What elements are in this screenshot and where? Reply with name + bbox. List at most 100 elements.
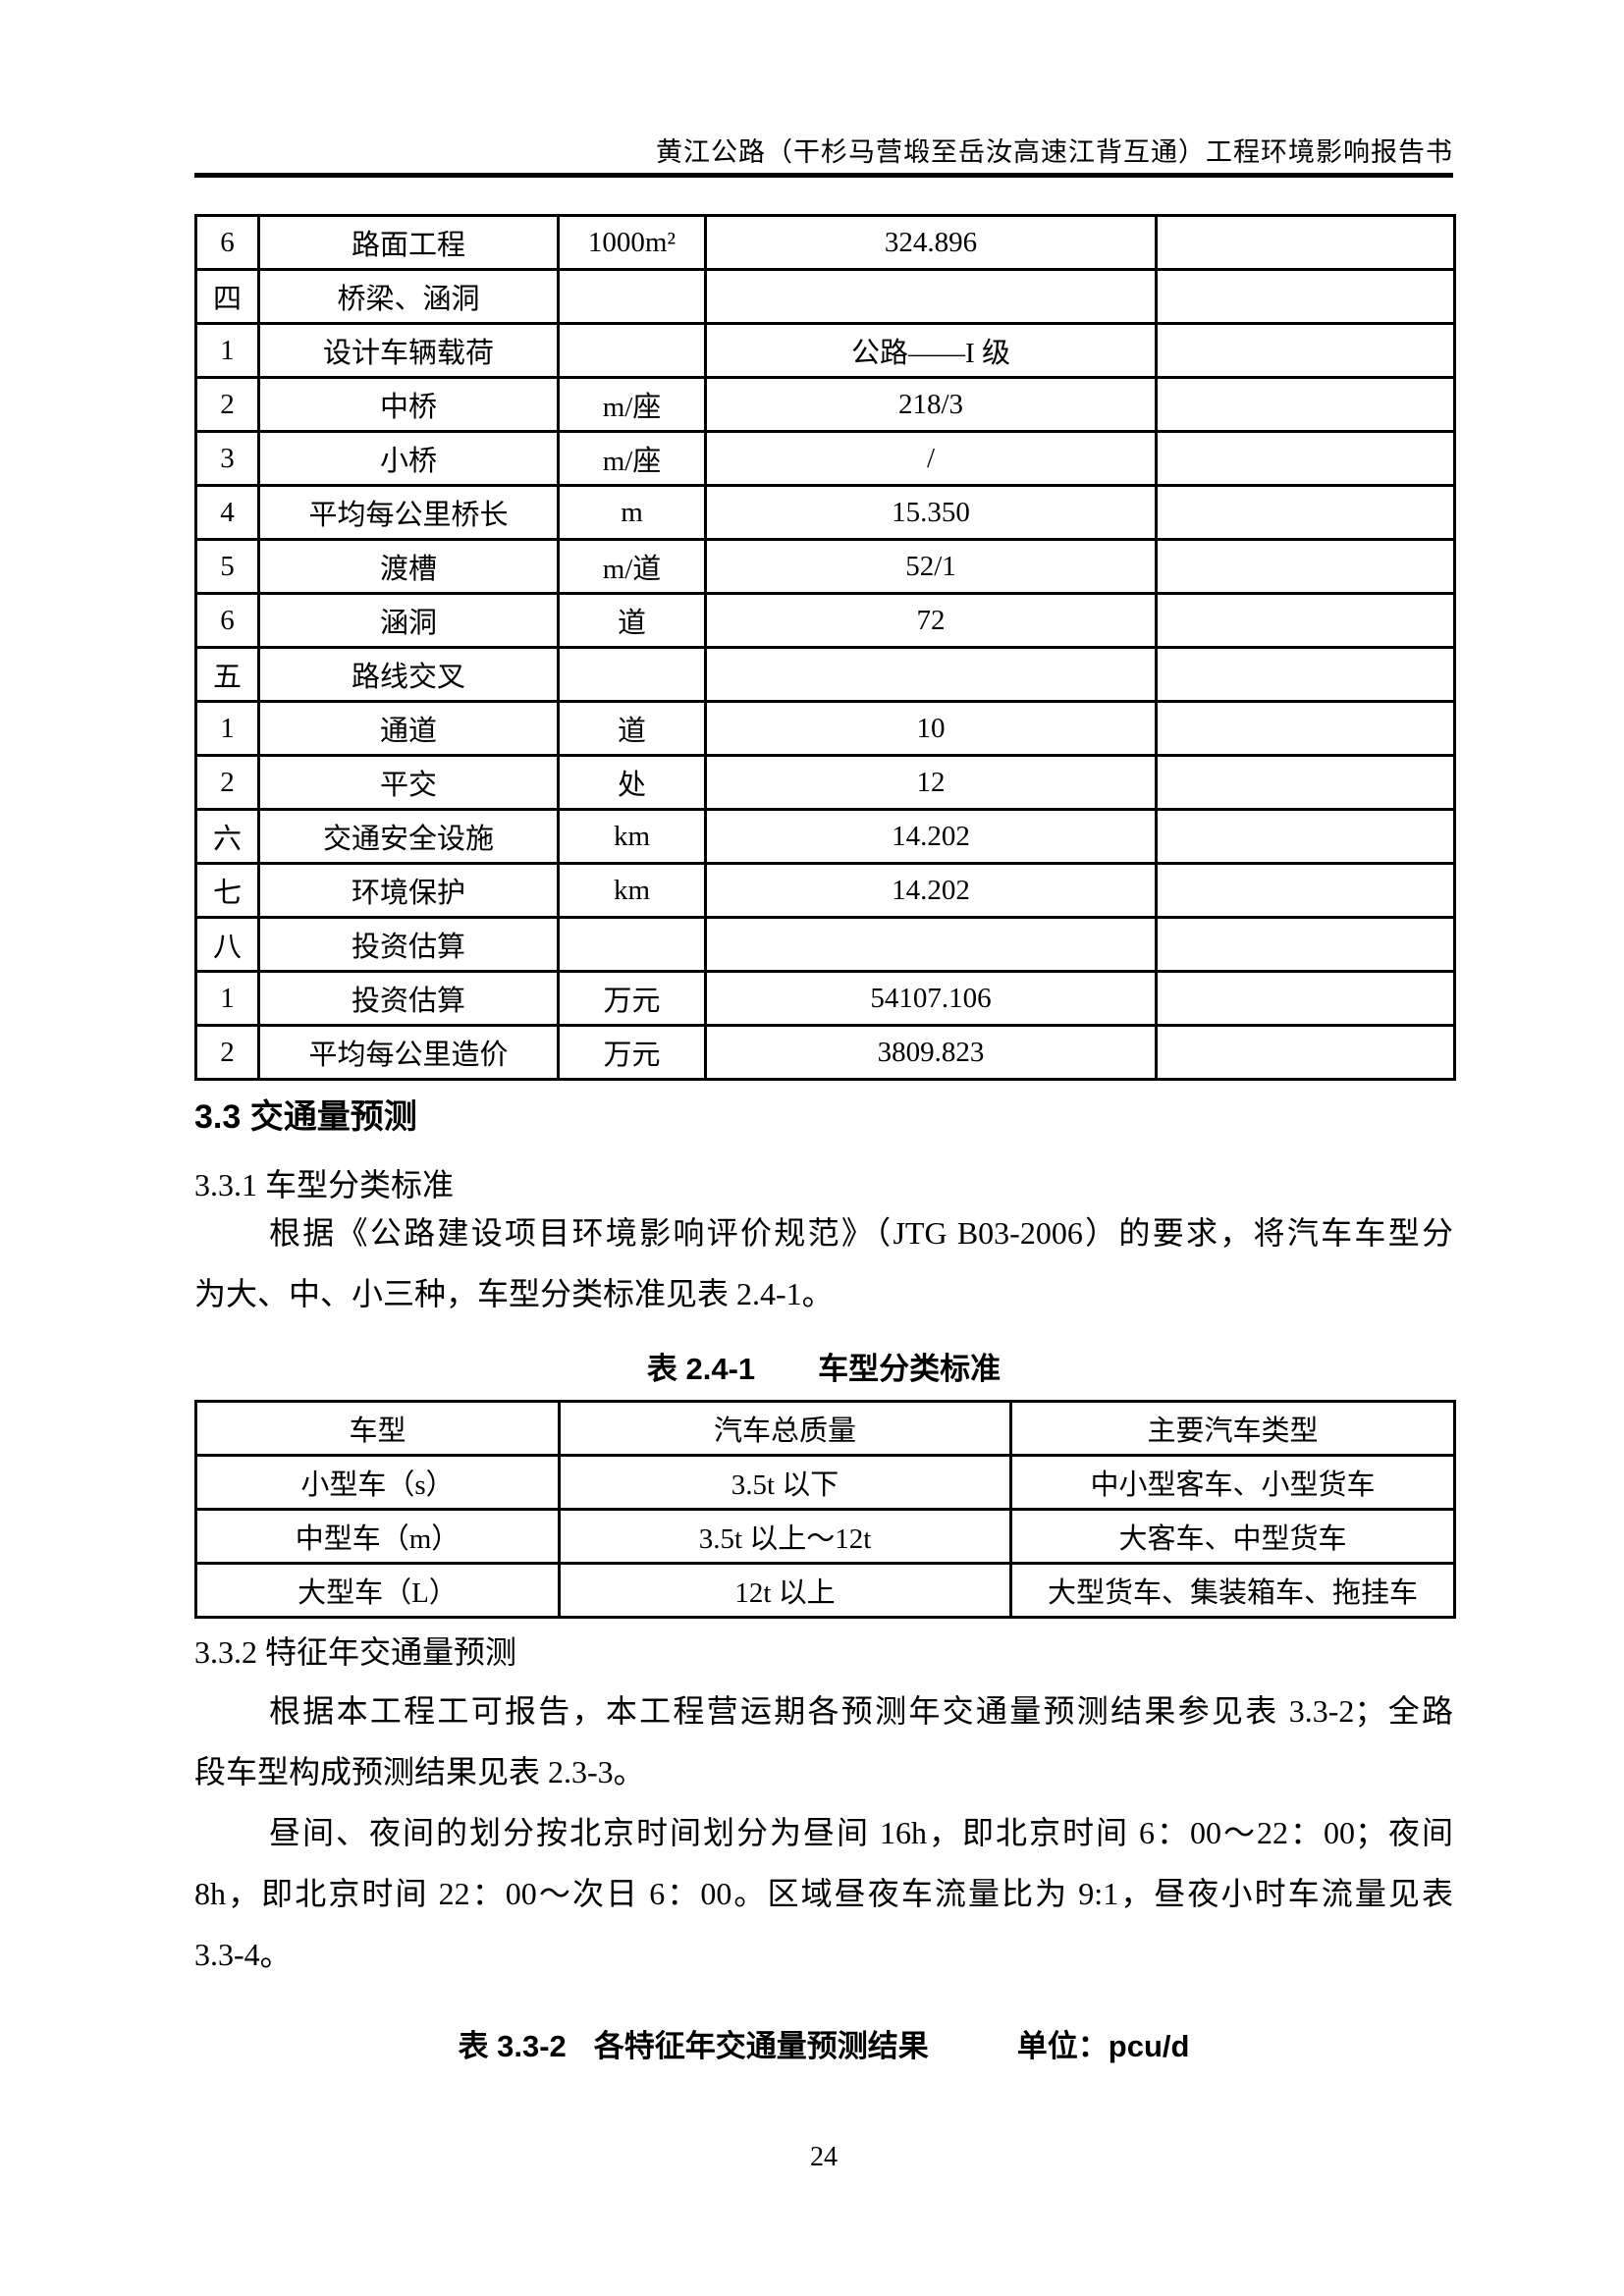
table-row: 四桥梁、涵洞 bbox=[194, 268, 1456, 325]
paragraph-line: 根据《公路建设项目环境影响评价规范》（JTG B03-2006）的要求，将汽车车… bbox=[269, 1215, 1453, 1251]
table-caption-title: 车型分类标准 bbox=[818, 1352, 1001, 1386]
table-row: 5 渡槽 m/道 52/1 bbox=[194, 538, 1456, 595]
paragraph-traffic-forecast: 根据本工程工可报告，本工程营运期各预测年交通量预测结果参见表 3.3-2；全路 … bbox=[194, 1681, 1453, 1802]
table-row: 五路线交叉 bbox=[194, 646, 1456, 703]
table-cell: 通道 bbox=[257, 700, 560, 757]
table-row: 七环境保护 km 14.202 bbox=[194, 862, 1456, 919]
table-row: 3 小桥 m/座 / bbox=[194, 430, 1456, 487]
table-cell: km bbox=[557, 862, 707, 919]
page-number: 24 bbox=[810, 2142, 838, 2172]
table-cell: 3.5t 以上～12t bbox=[558, 1508, 1012, 1565]
table-2-4-1-caption: 表 2.4-1 车型分类标准 bbox=[194, 1344, 1453, 1388]
table-cell: m/座 bbox=[557, 430, 707, 487]
table-cell: 四 bbox=[194, 268, 260, 325]
table-cell: 平交 bbox=[257, 754, 560, 811]
table-cell: 14.202 bbox=[704, 808, 1158, 865]
table-cell: 设计车辆载荷 bbox=[257, 322, 560, 379]
section-heading-3-3-1: 3.3.1 车型分类标准 bbox=[194, 1167, 455, 1202]
page-header-title: 黄江公路（干杉马营塅至岳汝高速江背互通）工程环境影响报告书 bbox=[656, 137, 1453, 167]
table-cell: 52/1 bbox=[704, 538, 1158, 595]
table-3-3-2-caption: 表 3.3-2 各特征年交通量预测结果 单位：pcu/d bbox=[194, 2021, 1453, 2065]
table-cell: 投资估算 bbox=[257, 970, 560, 1027]
table-cell: 218/3 bbox=[704, 376, 1158, 433]
table-cell: 72 bbox=[704, 592, 1158, 649]
table-cell: 中型车（m） bbox=[194, 1508, 561, 1565]
table-cell bbox=[557, 916, 707, 973]
table-cell: 六 bbox=[194, 808, 260, 865]
table-cell: 五 bbox=[194, 646, 260, 703]
table-cell bbox=[1155, 268, 1456, 325]
table-cell: m/座 bbox=[557, 376, 707, 433]
table-cell: 1 bbox=[194, 970, 260, 1027]
table-cell: km bbox=[557, 808, 707, 865]
table-cell bbox=[557, 268, 707, 325]
table-cell: 涵洞 bbox=[257, 592, 560, 649]
table-cell bbox=[704, 268, 1158, 325]
table-cell: 324.896 bbox=[704, 214, 1158, 271]
table-caption-label: 表 2.4-1 bbox=[646, 1352, 756, 1386]
table-cell: 小桥 bbox=[257, 430, 560, 487]
table-cell: 七 bbox=[194, 862, 260, 919]
vehicle-classification-table-body: 小型车（s） 3.5t 以下 中小型客车、小型货车 中型车（m） 3.5t 以上～12t… bbox=[194, 1454, 1456, 1619]
paragraph-line: 根据本工程工可报告，本工程营运期各预测年交通量预测结果参见表 3.3-2；全路 bbox=[269, 1693, 1453, 1729]
table-row: 2 平交处 12 bbox=[194, 754, 1456, 811]
table-cell: 14.202 bbox=[704, 862, 1158, 919]
table-cell bbox=[1155, 862, 1456, 919]
table-cell: 大型车（L） bbox=[194, 1562, 561, 1619]
table-cell bbox=[1155, 538, 1456, 595]
table-cell: 路线交叉 bbox=[257, 646, 560, 703]
column-header-vehicle-type: 车型 bbox=[194, 1400, 561, 1457]
table-row: 六交通安全设施 km 14.202 bbox=[194, 808, 1456, 865]
table-cell: 中桥 bbox=[257, 376, 560, 433]
table-cell bbox=[1155, 808, 1456, 865]
table-cell: 道 bbox=[557, 592, 707, 649]
table-cell: 12t 以上 bbox=[558, 1562, 1012, 1619]
table-cell bbox=[1155, 214, 1456, 271]
table-cell: 投资估算 bbox=[257, 916, 560, 973]
table-cell bbox=[1155, 646, 1456, 703]
table-cell bbox=[1155, 430, 1456, 487]
table-caption-label: 表 3.3-2 bbox=[458, 2029, 567, 2063]
vehicle-classification-table: 车型 汽车总质量 主要汽车类型 小型车（s） 3.5t 以下 中小型客车、小型货车中… bbox=[194, 1400, 1456, 1619]
table-row: 2 中桥 m/座 218/3 bbox=[194, 376, 1456, 433]
paragraph-line: 3.3-4。 bbox=[194, 1937, 292, 1972]
table-cell bbox=[1155, 376, 1456, 433]
table-row: 2 平均每公里造价 万元 3809.823 bbox=[194, 1024, 1456, 1081]
table-cell bbox=[1155, 700, 1456, 757]
table-cell: 中小型客车、小型货车 bbox=[1009, 1454, 1456, 1511]
table-cell: 6 bbox=[194, 214, 260, 271]
paragraph-line: 段车型构成预测结果见表 2.3-3。 bbox=[194, 1754, 645, 1789]
table-cell: 10 bbox=[704, 700, 1158, 757]
table-cell: 小型车（s） bbox=[194, 1454, 561, 1511]
table-cell: 平均每公里桥长 bbox=[257, 484, 560, 541]
table-cell: 平均每公里造价 bbox=[257, 1024, 560, 1081]
paragraph-day-night-split: 昼间、夜间的划分按北京时间划分为昼间 16h，即北京时间 6：00～22：00；… bbox=[194, 1802, 1453, 1985]
header-divider-rule bbox=[194, 173, 1453, 178]
table-cell: 2 bbox=[194, 376, 260, 433]
table-cell bbox=[1155, 916, 1456, 973]
table-caption-unit: 单位：pcu/d bbox=[1016, 2029, 1190, 2063]
table-cell bbox=[1155, 484, 1456, 541]
table-cell bbox=[704, 646, 1158, 703]
table-cell: 处 bbox=[557, 754, 707, 811]
table-cell: 3 bbox=[194, 430, 260, 487]
table-cell: 1 bbox=[194, 700, 260, 757]
table-row: 6 路面工程 1000m² 324.896 bbox=[194, 214, 1456, 271]
table-cell: 大客车、中型货车 bbox=[1009, 1508, 1456, 1565]
table-cell: 八 bbox=[194, 916, 260, 973]
table-cell: 15.350 bbox=[704, 484, 1158, 541]
table-cell: 渡槽 bbox=[257, 538, 560, 595]
table-cell bbox=[557, 646, 707, 703]
table-cell: 6 bbox=[194, 592, 260, 649]
table-cell: m/道 bbox=[557, 538, 707, 595]
table-cell: 道 bbox=[557, 700, 707, 757]
column-header-gross-mass: 汽车总质量 bbox=[558, 1400, 1012, 1457]
table-row: 4 平均每公里桥长 m 15.350 bbox=[194, 484, 1456, 541]
table-row: 1 通道道 10 bbox=[194, 700, 1456, 757]
table-cell: / bbox=[704, 430, 1158, 487]
table-row: 1 投资估算 万元 54107.106 bbox=[194, 970, 1456, 1027]
table-cell: 12 bbox=[704, 754, 1158, 811]
